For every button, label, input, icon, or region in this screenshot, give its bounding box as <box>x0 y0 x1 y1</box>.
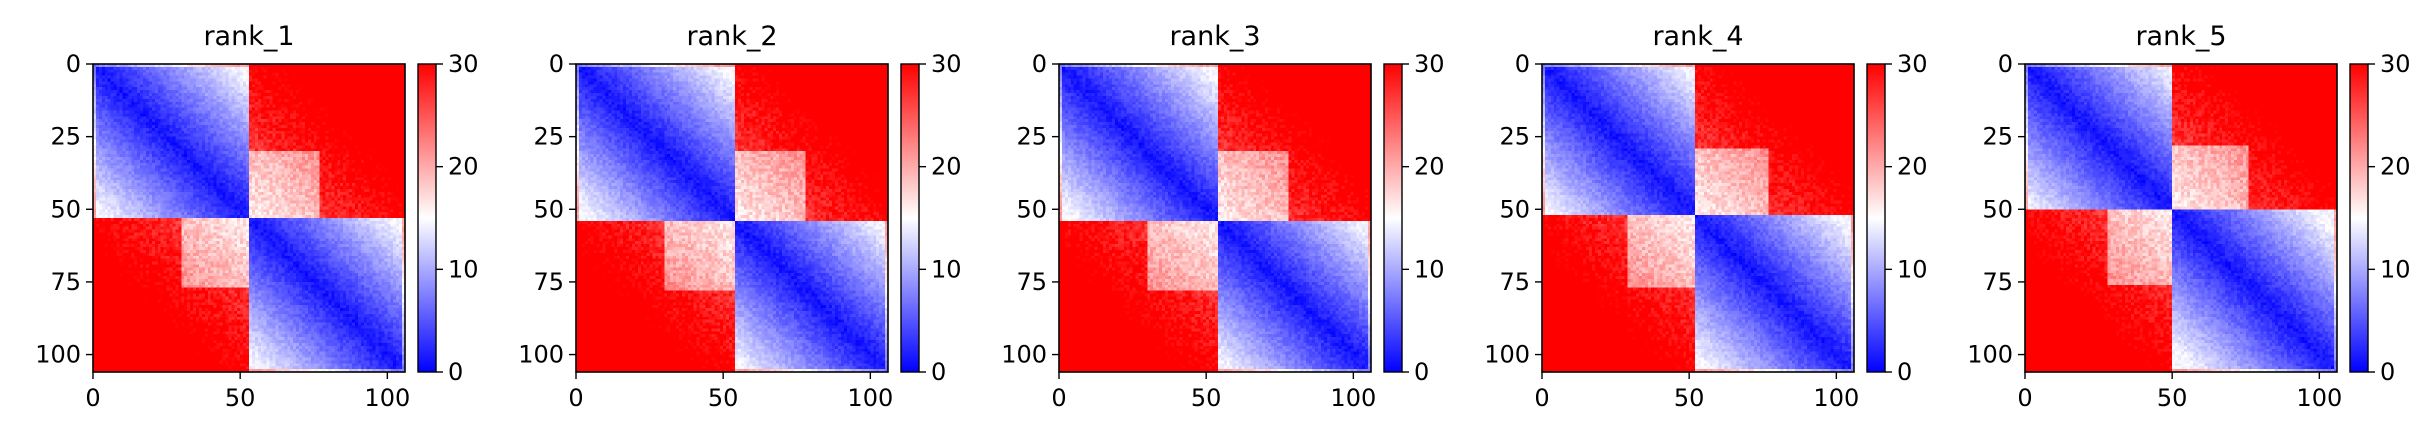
y-tick-label: 75 <box>1982 268 2013 296</box>
y-tick-label: 100 <box>1001 341 1047 369</box>
heatmap-image <box>1059 64 1371 372</box>
x-tick-label: 50 <box>1674 384 1705 412</box>
y-tick-label: 0 <box>549 50 564 78</box>
colorbar-tick-label: 0 <box>1414 358 1429 386</box>
y-tick-label: 25 <box>1982 123 2013 151</box>
x-tick-label: 0 <box>85 384 100 412</box>
x-tick-label: 0 <box>1534 384 1549 412</box>
chart-title: rank_5 <box>2135 21 2226 52</box>
y-tick-label: 50 <box>533 195 564 223</box>
colorbar-tick-label: 20 <box>448 153 479 181</box>
colorbar-tick-label: 10 <box>1897 255 1928 283</box>
plot-frame <box>1541 63 1855 373</box>
panel-5 <box>2018 63 2375 379</box>
colorbar-tick-label: 10 <box>931 255 962 283</box>
plot-frame <box>575 63 889 373</box>
panel-3 <box>1052 63 1409 379</box>
colorbar-tick-label: 20 <box>1414 153 1445 181</box>
y-tick-label: 75 <box>533 268 564 296</box>
heatmap-image <box>1542 64 1854 372</box>
colorbar-tick-label: 30 <box>1414 50 1445 78</box>
panel-2 <box>569 63 926 379</box>
chart-title: rank_2 <box>686 21 777 52</box>
y-tick-label: 0 <box>1998 50 2013 78</box>
y-tick-label: 25 <box>1016 123 1047 151</box>
y-tick-label: 75 <box>50 268 81 296</box>
y-tick-label: 25 <box>533 123 564 151</box>
colorbar-tick-label: 10 <box>1414 255 1445 283</box>
x-tick-label: 50 <box>2157 384 2188 412</box>
heatmap-image <box>2025 64 2337 372</box>
chart-title: rank_3 <box>1169 21 1260 52</box>
colorbar-tick-label: 10 <box>448 255 479 283</box>
x-tick-label: 100 <box>2296 384 2342 412</box>
y-tick-label: 75 <box>1016 268 1047 296</box>
x-tick-label: 100 <box>1330 384 1376 412</box>
colorbar-tick-label: 30 <box>2380 50 2411 78</box>
colorbar <box>1383 63 1403 373</box>
chart-title: rank_1 <box>203 21 294 52</box>
x-tick-label: 50 <box>1191 384 1222 412</box>
y-tick-label: 25 <box>50 123 81 151</box>
x-tick-label: 0 <box>2017 384 2032 412</box>
y-tick-label: 100 <box>518 341 564 369</box>
y-tick-label: 50 <box>1499 195 1530 223</box>
colorbar-tick-label: 30 <box>448 50 479 78</box>
y-tick-label: 0 <box>66 50 81 78</box>
colorbar <box>417 63 437 373</box>
x-tick-label: 100 <box>364 384 410 412</box>
panel-1 <box>86 63 443 379</box>
x-tick-label: 100 <box>1813 384 1859 412</box>
x-tick-label: 50 <box>708 384 739 412</box>
colorbar-tick-label: 10 <box>2380 255 2411 283</box>
y-tick-label: 50 <box>1016 195 1047 223</box>
y-tick-label: 100 <box>1484 341 1530 369</box>
plot-frame <box>92 63 406 373</box>
x-tick-label: 50 <box>225 384 256 412</box>
colorbar <box>2349 63 2369 373</box>
y-tick-label: 100 <box>35 341 81 369</box>
colorbar <box>1866 63 1886 373</box>
y-tick-label: 0 <box>1515 50 1530 78</box>
colorbar-tick-label: 20 <box>2380 153 2411 181</box>
colorbar <box>900 63 920 373</box>
colorbar-tick-label: 0 <box>2380 358 2395 386</box>
colorbar-tick-label: 0 <box>1897 358 1912 386</box>
y-tick-label: 100 <box>1967 341 2013 369</box>
colorbar-tick-label: 20 <box>931 153 962 181</box>
colorbar-tick-label: 30 <box>1897 50 1928 78</box>
heatmap-image <box>576 64 888 372</box>
x-tick-label: 0 <box>1051 384 1066 412</box>
chart-title: rank_4 <box>1652 21 1743 52</box>
colorbar-tick-label: 0 <box>931 358 946 386</box>
colorbar-tick-label: 0 <box>448 358 463 386</box>
y-tick-label: 50 <box>50 195 81 223</box>
y-tick-label: 25 <box>1499 123 1530 151</box>
plot-frame <box>1058 63 1372 373</box>
plot-frame <box>2024 63 2338 373</box>
y-tick-label: 75 <box>1499 268 1530 296</box>
heatmap-image <box>93 64 405 372</box>
x-tick-label: 100 <box>847 384 893 412</box>
y-tick-label: 0 <box>1032 50 1047 78</box>
colorbar-tick-label: 30 <box>931 50 962 78</box>
x-tick-label: 0 <box>568 384 583 412</box>
y-tick-label: 50 <box>1982 195 2013 223</box>
panel-4 <box>1535 63 1892 379</box>
colorbar-tick-label: 20 <box>1897 153 1928 181</box>
